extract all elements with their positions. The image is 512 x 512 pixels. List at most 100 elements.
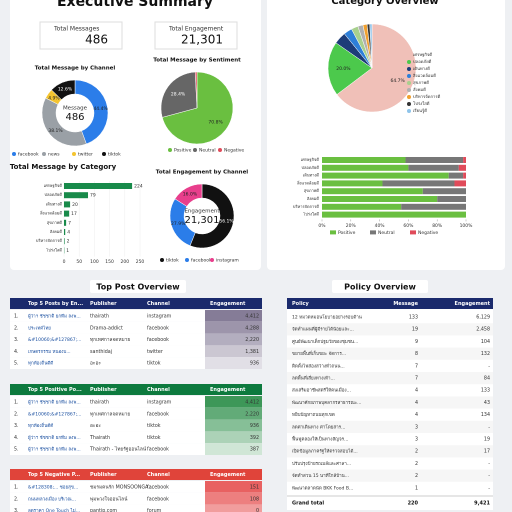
slice-label: 4.9% bbox=[48, 95, 60, 101]
grand-total: 220 bbox=[408, 501, 419, 507]
engagement: 19 bbox=[484, 437, 490, 443]
chart-title: Total Message by Category bbox=[10, 163, 117, 171]
pie-slice bbox=[161, 71, 234, 145]
channel: tiktok bbox=[147, 435, 161, 441]
center-value: 486 bbox=[65, 112, 84, 123]
x-tick-label: 80% bbox=[432, 223, 443, 229]
legend-swatch bbox=[160, 258, 164, 262]
y-tick-label: สังคมดี bbox=[50, 229, 63, 234]
title: Category Overview bbox=[331, 0, 438, 7]
policy-name: 12 หมวดหมอนโยบายอย่างรอบด้าน bbox=[292, 314, 362, 321]
legend-label: โปร่งใสดี bbox=[413, 100, 430, 106]
y-tick-label: สุขภาพดี bbox=[47, 220, 63, 226]
table-row bbox=[287, 347, 493, 360]
row-index: 2. bbox=[14, 496, 19, 502]
y-tick-label: สุขภาพดี bbox=[304, 188, 320, 194]
x-tick-label: 100% bbox=[460, 223, 474, 229]
engagement-cell bbox=[205, 504, 262, 512]
pie-slice bbox=[160, 71, 198, 118]
post-title: ถนนหลวงเมือง บริเวณ... bbox=[28, 495, 76, 502]
legend-label: facebook bbox=[191, 258, 212, 264]
legend-swatch bbox=[407, 74, 411, 78]
bar-segment bbox=[322, 211, 466, 218]
bar-label: 4 bbox=[67, 230, 70, 236]
legend-label: สิ่งแวดล้อมดี bbox=[413, 72, 437, 78]
channel: instagram bbox=[147, 400, 172, 406]
legend-label: ปลอดภัยดี bbox=[413, 59, 432, 64]
legend-swatch bbox=[210, 258, 214, 262]
engagement: 104 bbox=[481, 339, 490, 345]
policy-name: ขยายพื้นที่เก็บขยะ จัดการ... bbox=[292, 349, 346, 357]
policy-name: จัดทำสวน 15 นาทีใกล้บ้าน... bbox=[292, 472, 349, 479]
table-row bbox=[10, 321, 262, 334]
legend-swatch bbox=[407, 88, 411, 92]
legend-swatch bbox=[410, 230, 416, 235]
message-count: 8 bbox=[415, 351, 418, 357]
table-header bbox=[10, 298, 262, 309]
policy-name: ลดค่าเดินทาง ค่าโดยสาร... bbox=[292, 423, 345, 430]
bar-segment bbox=[322, 203, 402, 210]
row-index: 3. bbox=[14, 423, 19, 429]
y-tick-label: เศรษฐกิจดี bbox=[301, 157, 320, 162]
message-count: 4 bbox=[415, 400, 418, 406]
publisher: Drama-addict bbox=[90, 325, 123, 331]
table-row bbox=[287, 372, 493, 385]
channel: facebook bbox=[147, 337, 169, 343]
legend-label: สุขภาพดี bbox=[413, 80, 429, 86]
engagement-cell bbox=[205, 321, 262, 334]
table-row bbox=[10, 443, 262, 455]
channel: facebook bbox=[147, 485, 169, 491]
pie-slice bbox=[174, 183, 203, 207]
pie-slice bbox=[336, 23, 417, 113]
column-header: Message bbox=[393, 301, 418, 307]
row-index: 4. bbox=[14, 349, 19, 355]
post-title: ลดราคา One Touch ไม่... bbox=[28, 508, 80, 512]
channel: facebook bbox=[147, 411, 169, 417]
legend-label: Negative bbox=[224, 148, 244, 154]
column-header: Channel bbox=[147, 301, 170, 307]
channel: facebook bbox=[147, 325, 169, 331]
engagement-cell bbox=[205, 345, 262, 358]
y-tick-label: โปร่งใสดี bbox=[46, 247, 62, 252]
legend-swatch bbox=[42, 152, 46, 156]
message-count: 4 bbox=[415, 412, 418, 418]
legend-label: บริหารจัดการดี bbox=[413, 94, 441, 99]
engagement: - bbox=[488, 474, 490, 479]
engagement: 84 bbox=[484, 376, 490, 382]
y-tick-label: สิ่งแวดล้อมดี bbox=[297, 180, 320, 185]
kpi-label: Total Engagement bbox=[168, 26, 224, 33]
column-header: Top 5 Posts by En... bbox=[28, 301, 83, 307]
engagement: 4,412 bbox=[245, 314, 259, 320]
policy-name: ส่งเสริมอาชีพสตรีให้คนเมือง... bbox=[292, 387, 351, 394]
publisher: พุ่มพวงใจออนไลน์ bbox=[90, 495, 128, 502]
legend-label: สังคมดี bbox=[413, 87, 426, 92]
channel: facebook bbox=[147, 447, 169, 453]
table-row bbox=[287, 469, 493, 482]
legend-label: Neutral bbox=[199, 148, 216, 154]
row-index: 3. bbox=[14, 508, 19, 512]
bar-segment bbox=[422, 188, 466, 195]
engagement: 133 bbox=[481, 388, 490, 394]
kpi-card bbox=[39, 21, 123, 50]
engagement: 936 bbox=[250, 361, 259, 367]
publisher: ทุกเทศกาลจดหมาย bbox=[90, 337, 130, 343]
legend-swatch bbox=[407, 109, 411, 113]
kpi-value: 486 bbox=[85, 33, 108, 47]
bar-segment bbox=[454, 180, 466, 187]
bar-segment bbox=[405, 157, 464, 163]
engagement: 0 bbox=[256, 508, 259, 512]
slice-label: 16.0% bbox=[183, 192, 198, 198]
table-row bbox=[10, 357, 262, 369]
legend-swatch bbox=[218, 148, 222, 152]
engagement: 392 bbox=[250, 435, 259, 441]
legend-label: tiktok bbox=[108, 152, 121, 158]
section-header bbox=[90, 280, 186, 293]
post-title: &#10060;&#127867;... bbox=[28, 411, 81, 417]
legend-swatch bbox=[168, 148, 172, 152]
x-tick-label: 20% bbox=[346, 223, 357, 229]
legend-label: เดินทางดี bbox=[413, 66, 430, 71]
y-tick-label: เดินทางดี bbox=[303, 173, 320, 178]
bar-label: 2 bbox=[67, 239, 70, 245]
legend-label: เรียนรู้ดี bbox=[413, 108, 427, 114]
pie-slice bbox=[189, 183, 235, 249]
